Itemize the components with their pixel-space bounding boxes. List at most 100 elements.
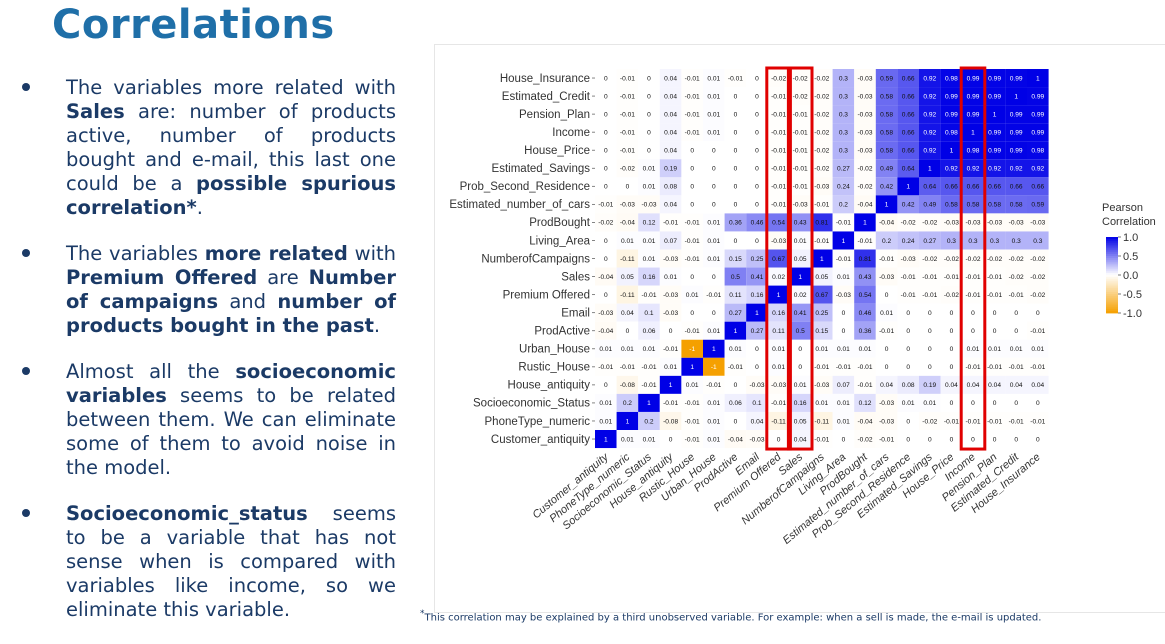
cell-value-label: -0.03 <box>1009 220 1024 227</box>
cell-value-label: 0 <box>885 292 889 299</box>
heatmap-cell <box>1027 105 1049 124</box>
heatmap-cell <box>1005 249 1027 268</box>
heatmap-cell <box>681 159 703 178</box>
heatmap-cell <box>875 141 898 160</box>
bullet-run-text: The variables more related with <box>66 76 396 99</box>
cell-value-label: 1 <box>604 436 608 443</box>
heatmap-cell <box>811 87 833 106</box>
heatmap-cell <box>940 249 963 268</box>
bullet-dot-icon <box>22 83 30 91</box>
heatmap-cell <box>811 123 833 142</box>
cell-value-label: -0.01 <box>685 418 700 425</box>
heatmap-cell <box>703 375 725 394</box>
cell-value-label: 0.01 <box>707 93 720 100</box>
cell-value-label: 0.16 <box>643 274 656 281</box>
heatmap-cell <box>681 430 703 449</box>
y-tick-label: Pension_Plan <box>519 109 590 121</box>
heatmap-cell <box>897 339 919 358</box>
heatmap-cell <box>940 375 963 394</box>
heatmap-cell <box>638 267 660 286</box>
cell-value-label: 0 <box>604 382 608 389</box>
heatmap-cell <box>724 285 747 304</box>
cell-value-label: 0.01 <box>967 346 980 353</box>
cell-value-label: -0.02 <box>598 220 613 227</box>
cell-value-label: -0.01 <box>987 274 1002 281</box>
legend-gradient-step <box>1106 271 1118 274</box>
heatmap-cell <box>897 249 919 268</box>
cell-value-label: 0.58 <box>880 148 893 155</box>
cell-value-label: 0.49 <box>880 166 893 173</box>
cell-value-label: -0.01 <box>685 328 700 335</box>
cell-value-label: -1 <box>689 346 695 353</box>
cell-value-label: -0.01 <box>793 184 808 191</box>
legend-gradient-step <box>1106 284 1118 287</box>
cell-value-label: -0.03 <box>857 75 872 82</box>
legend-gradient-step <box>1106 297 1118 301</box>
heatmap-cell <box>681 87 703 106</box>
cell-value-label: 0 <box>993 400 997 407</box>
cell-value-label: -0.01 <box>1030 328 1045 335</box>
heatmap-cell <box>811 177 833 196</box>
heatmap-cell <box>616 303 639 322</box>
legend-gradient-step <box>1106 299 1118 302</box>
heatmap-cell <box>616 267 639 286</box>
cell-value-label: 0.01 <box>880 310 893 317</box>
bullet-run-text: . <box>373 314 381 337</box>
cell-value-label: 0.01 <box>729 346 742 353</box>
bullet-bold-text: Premium Offered <box>66 266 258 289</box>
heatmap-cell <box>616 430 639 449</box>
cell-value-label: -0.01 <box>771 184 786 191</box>
heatmap-cell <box>1005 321 1027 340</box>
heatmap-cell <box>1005 339 1027 358</box>
heatmap-cell <box>940 430 963 449</box>
heatmap-cell <box>638 357 660 376</box>
cell-value-label: -0.03 <box>879 418 894 425</box>
heatmap-cell <box>962 375 984 394</box>
heatmap-cell <box>681 411 703 430</box>
legend-gradient-step <box>1106 237 1118 240</box>
heatmap-cell <box>724 195 747 214</box>
cell-value-label: 0.24 <box>902 238 915 245</box>
cell-value-label: 0.01 <box>599 346 612 353</box>
legend-gradient-step <box>1106 242 1118 245</box>
heatmap-cell <box>940 159 963 178</box>
heatmap-cell <box>746 249 768 268</box>
y-tick-label: Rustic_House <box>518 362 590 374</box>
cell-value-label: 0.98 <box>967 148 980 155</box>
cell-value-label: -0.01 <box>901 274 916 281</box>
cell-value-label: 0.04 <box>664 129 677 136</box>
heatmap-cell <box>746 303 768 322</box>
heatmap-cell <box>767 339 790 358</box>
cell-value-label: -0.03 <box>598 310 613 317</box>
heatmap-cell <box>789 303 811 322</box>
cell-value-label: 1 <box>777 292 781 299</box>
heatmap-cell <box>616 213 639 232</box>
cell-value-label: -0.02 <box>922 220 937 227</box>
legend-gradient-step <box>1106 282 1118 285</box>
heatmap-cell <box>854 430 876 449</box>
heatmap-cell <box>811 141 833 160</box>
highlight-box <box>959 66 987 451</box>
y-tick-label: Estimated_Credit <box>502 91 591 103</box>
legend-gradient-step <box>1106 294 1118 297</box>
legend-gradient-step <box>1106 244 1118 247</box>
heatmap-cell <box>767 393 790 412</box>
heatmap-cell <box>1027 141 1049 160</box>
cell-value-label: 0.66 <box>945 184 958 191</box>
cell-value-label: 0.42 <box>902 202 915 209</box>
heatmap-cell <box>638 159 660 178</box>
heatmap-cell <box>875 177 898 196</box>
heatmap-cell <box>897 321 919 340</box>
cell-value-label: 1 <box>863 220 867 227</box>
cell-value-label: 0 <box>906 310 910 317</box>
heatmap-cell <box>1005 177 1027 196</box>
cell-value-label: -0.01 <box>814 202 829 209</box>
cell-value-label: 0.01 <box>643 238 656 245</box>
cell-value-label: -0.02 <box>771 75 786 82</box>
cell-value-label: -0.03 <box>836 292 851 299</box>
cell-value-label: -0.01 <box>685 93 700 100</box>
heatmap-cell <box>875 357 898 376</box>
legend-gradient-step <box>1106 252 1118 255</box>
cell-value-label: 0 <box>755 184 759 191</box>
cell-value-label: 0.58 <box>880 93 893 100</box>
